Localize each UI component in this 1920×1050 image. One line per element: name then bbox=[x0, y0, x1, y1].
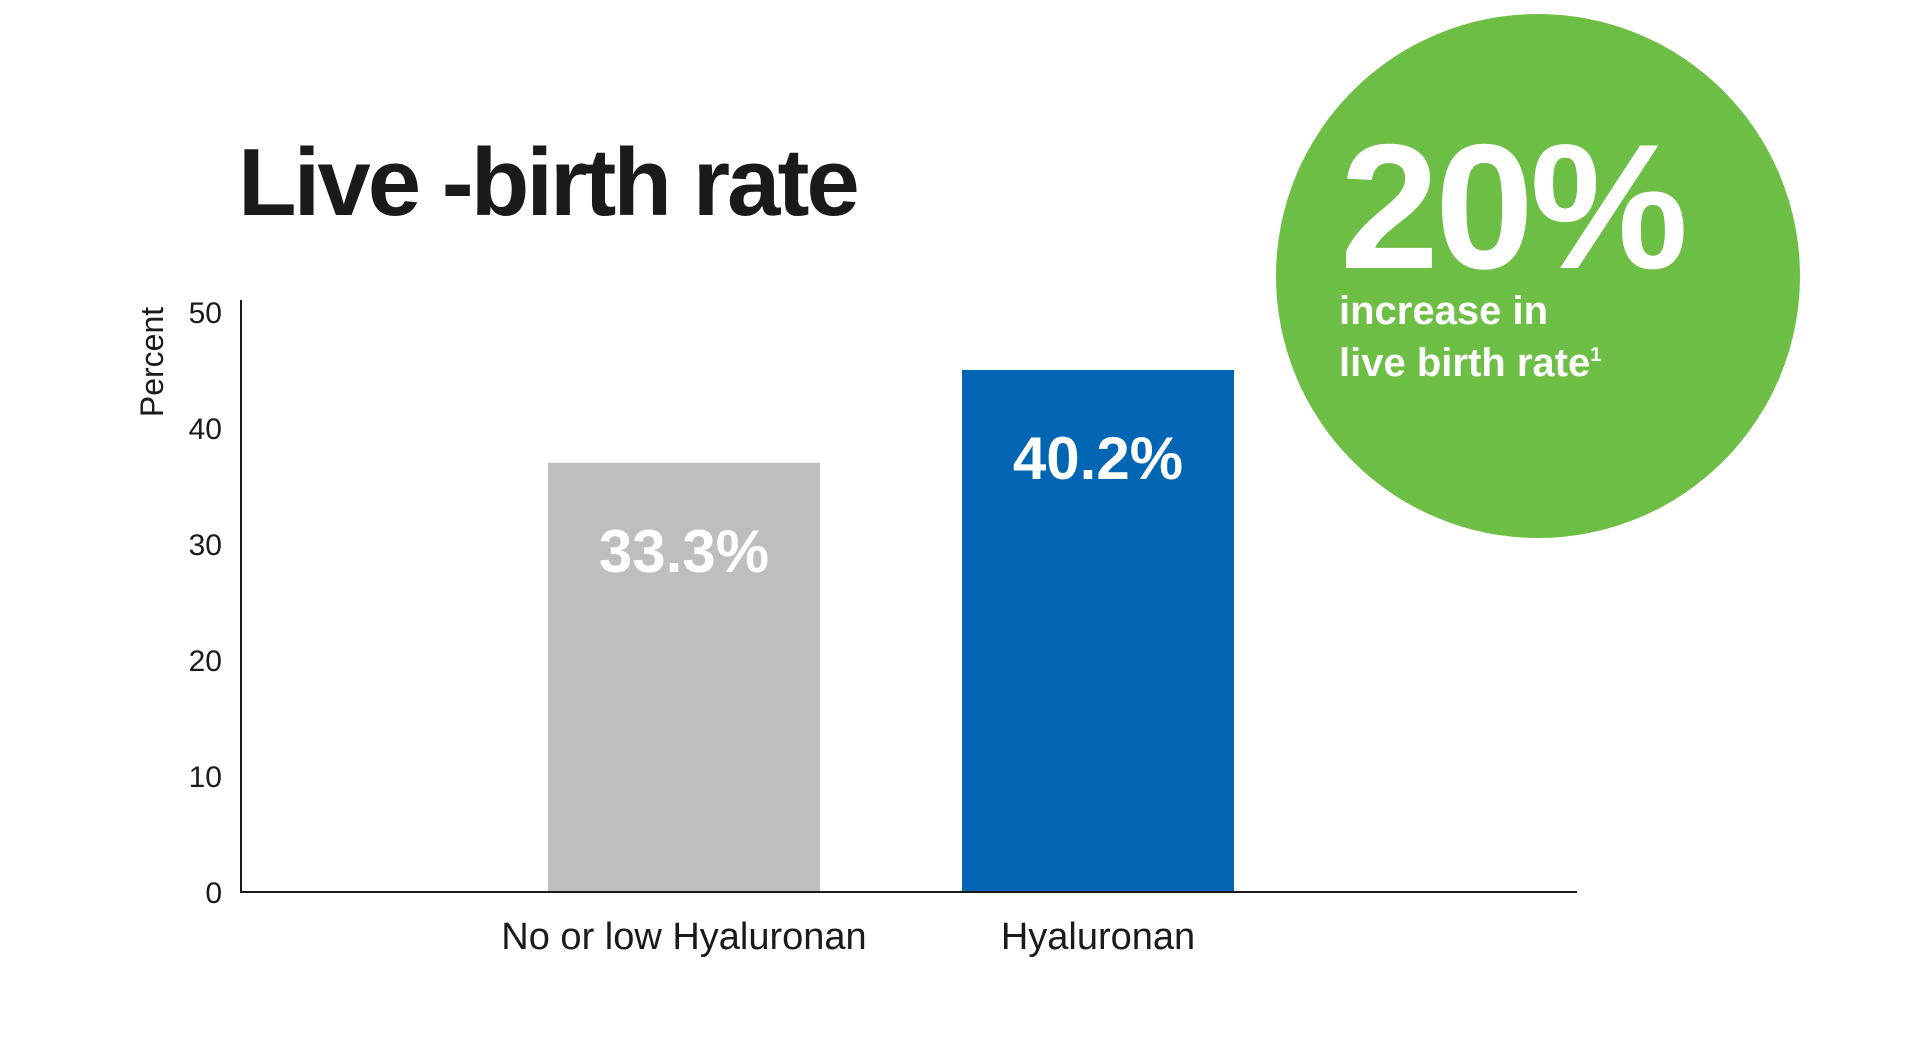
badge-line-2-text: live birth rate bbox=[1339, 341, 1591, 385]
bar-value-label: 33.3% bbox=[599, 518, 769, 585]
chart-title: Live -birth rate bbox=[238, 129, 860, 236]
y-axis-ticks: 0 10 20 30 40 50 bbox=[189, 297, 222, 910]
y-axis-label: Percent bbox=[134, 307, 170, 417]
badge-line-2: live birth rate1 bbox=[1339, 343, 1601, 383]
x-axis-labels: No or low Hyaluronan Hyaluronan bbox=[501, 916, 1195, 958]
x-category-label: No or low Hyaluronan bbox=[501, 916, 866, 958]
bar-value-label: 40.2% bbox=[1013, 425, 1183, 492]
y-tick-label: 40 bbox=[189, 413, 222, 446]
badge-footnote: 1 bbox=[1590, 344, 1602, 366]
y-tick-label: 10 bbox=[189, 761, 222, 794]
bar-hyaluronan bbox=[962, 370, 1234, 892]
bar-no-or-low-hyaluronan bbox=[548, 462, 820, 892]
x-category-label: Hyaluronan bbox=[1001, 916, 1195, 958]
y-tick-label: 0 bbox=[205, 877, 222, 910]
y-tick-label: 50 bbox=[189, 297, 222, 330]
bars: 33.3% 40.2% bbox=[548, 370, 1234, 892]
y-tick-label: 20 bbox=[189, 645, 222, 678]
highlight-badge bbox=[1276, 14, 1800, 538]
badge-value: 20% bbox=[1340, 107, 1688, 306]
badge-line-1: increase in bbox=[1339, 289, 1549, 333]
y-tick-label: 30 bbox=[189, 529, 222, 562]
